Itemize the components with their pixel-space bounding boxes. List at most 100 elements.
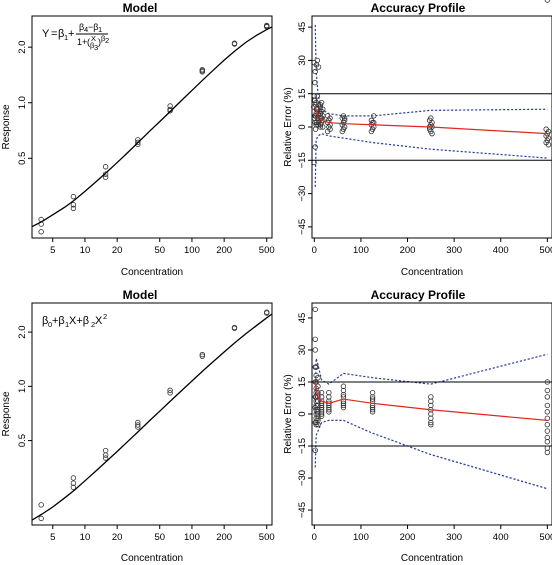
eq-lhs: Y: [42, 28, 50, 40]
data-point: [231, 325, 238, 331]
data-point: [428, 421, 434, 428]
data-point: [102, 171, 109, 177]
accuracy-panel-top: Accuracy Profile 0100200300400500 −45−30…: [283, 0, 552, 278]
mean-bias-path: [314, 106, 548, 135]
data-point: [315, 64, 322, 70]
x-axis-label: Concentration: [121, 553, 183, 564]
data-point: [318, 413, 325, 419]
data-point: [38, 515, 44, 522]
y-tick-label: 45: [297, 313, 308, 324]
y-tick-label: −45: [297, 502, 308, 518]
data-point: [544, 421, 551, 428]
data-point: [324, 128, 331, 135]
x-tick-label: 400: [493, 532, 509, 543]
data-point: [340, 404, 347, 411]
x-tick-label: 5: [50, 245, 55, 256]
fit-curve: [32, 313, 272, 521]
data-point: [102, 174, 109, 180]
data-point: [317, 102, 324, 108]
fit-curve-line: [32, 26, 272, 228]
x-axis-ticks: 5 10 20 50 100 200 500: [50, 238, 275, 256]
data-point: [135, 424, 141, 430]
y-tick-label: −30: [297, 470, 308, 486]
data-point: [102, 452, 109, 458]
x-axis-label: Concentration: [121, 267, 183, 278]
eq-beta2-sub: 2: [91, 320, 95, 329]
y-axis-ticks: −45 −30 −15 0 15 30 45: [297, 313, 312, 518]
x-axis-ticks: 5 10 20 50 100 200 500: [50, 525, 275, 543]
x-tick-label: 100: [353, 245, 369, 256]
data-point: [102, 447, 109, 454]
data-point: [368, 128, 375, 135]
tolerance-upper-line: [314, 353, 548, 415]
y-axis-label: Relative Error (%): [283, 374, 294, 453]
data-points: [38, 309, 270, 522]
y-tick-label: 0.5: [17, 152, 28, 165]
data-point: [70, 202, 77, 208]
y-axis-ticks: 0.5 1.0 2.0: [17, 325, 32, 447]
x-tick-label: 5: [50, 532, 55, 543]
y-axis-label: Response: [1, 391, 12, 436]
x-tick-label: 200: [400, 532, 416, 543]
fit-curve-line: [32, 313, 272, 521]
data-point: [369, 396, 376, 402]
eq-x-squared: X: [95, 315, 103, 327]
data-point: [544, 387, 551, 394]
data-point: [199, 351, 206, 358]
y-axis-label: Relative Error (%): [283, 87, 294, 166]
data-point: [339, 128, 345, 135]
eq-den-one: 1+: [77, 37, 87, 47]
data-points: [311, 0, 552, 166]
data-point: [340, 392, 347, 398]
data-points: [312, 306, 551, 456]
y-tick-label: 15: [297, 377, 308, 388]
x-axis-label: Concentration: [401, 553, 463, 564]
data-point: [314, 93, 321, 99]
x-tick-label: 300: [446, 245, 462, 256]
data-point: [38, 502, 44, 508]
panel-title: Model: [123, 288, 158, 302]
acceptance-lines: [312, 93, 552, 161]
x-axis-label: Concentration: [401, 267, 463, 278]
data-point: [326, 409, 332, 415]
data-point: [312, 336, 318, 342]
acceptance-lines: [312, 381, 552, 447]
data-point: [312, 126, 319, 132]
mean-bias-line: [314, 381, 548, 421]
eq-beta1-sub: 1: [65, 320, 69, 329]
y-tick-label: 2.0: [17, 41, 28, 54]
x-tick-label: 500: [539, 532, 552, 543]
model-panel-top: Model 5 10 20 50 100 200 500 0.5 1.0 2.0 Concent…: [1, 1, 275, 278]
y-tick-label: 0.5: [17, 434, 28, 447]
plot-frame: [31, 15, 273, 239]
data-point: [312, 447, 318, 453]
data-point: [70, 475, 77, 481]
quadratic-equation: β 0 +β 1 X+β 2 X 2: [42, 312, 107, 329]
data-point: [70, 205, 77, 211]
data-point: [70, 193, 77, 200]
plot-frame: [31, 302, 273, 526]
data-point: [340, 402, 347, 409]
data-point: [544, 0, 551, 3]
data-point: [318, 411, 325, 417]
y-tick-label: 0: [297, 124, 308, 129]
data-point: [135, 422, 141, 428]
logistic-equation: Y = β 1 + β 4 −β 1 1+ ( X β 3 ) β 2: [42, 22, 109, 52]
eq-x-plus-beta2: X+β: [69, 315, 89, 327]
x-tick-label: 300: [446, 532, 462, 543]
eq-den-close: ): [98, 37, 101, 47]
plot-frame: [311, 302, 552, 526]
accuracy-panel-bottom: Accuracy Profile 0100200300400500 −45−30…: [283, 288, 552, 564]
x-tick-label: 500: [259, 532, 275, 543]
y-tick-label: 1.0: [17, 380, 28, 393]
eq-num-minus-beta: −β: [88, 22, 98, 32]
data-point: [311, 93, 318, 99]
x-tick-label: 500: [259, 245, 275, 256]
y-tick-label: 15: [297, 88, 308, 99]
data-point: [326, 407, 332, 413]
mean-bias-path: [314, 381, 548, 421]
y-tick-label: 0: [297, 411, 308, 416]
eq-beta1-sub: 1: [64, 33, 68, 42]
y-axis-label: Response: [1, 104, 12, 149]
eq-beta1: β: [58, 28, 64, 40]
